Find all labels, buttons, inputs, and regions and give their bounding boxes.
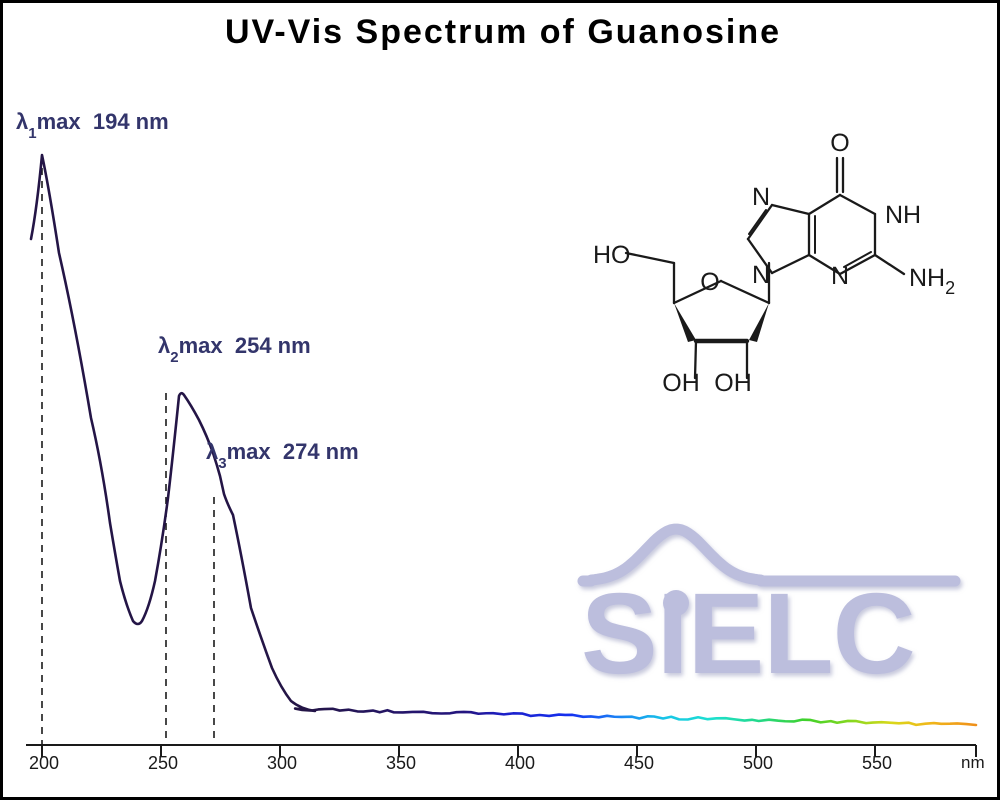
svg-text:SIELC: SIELC [581,570,915,698]
